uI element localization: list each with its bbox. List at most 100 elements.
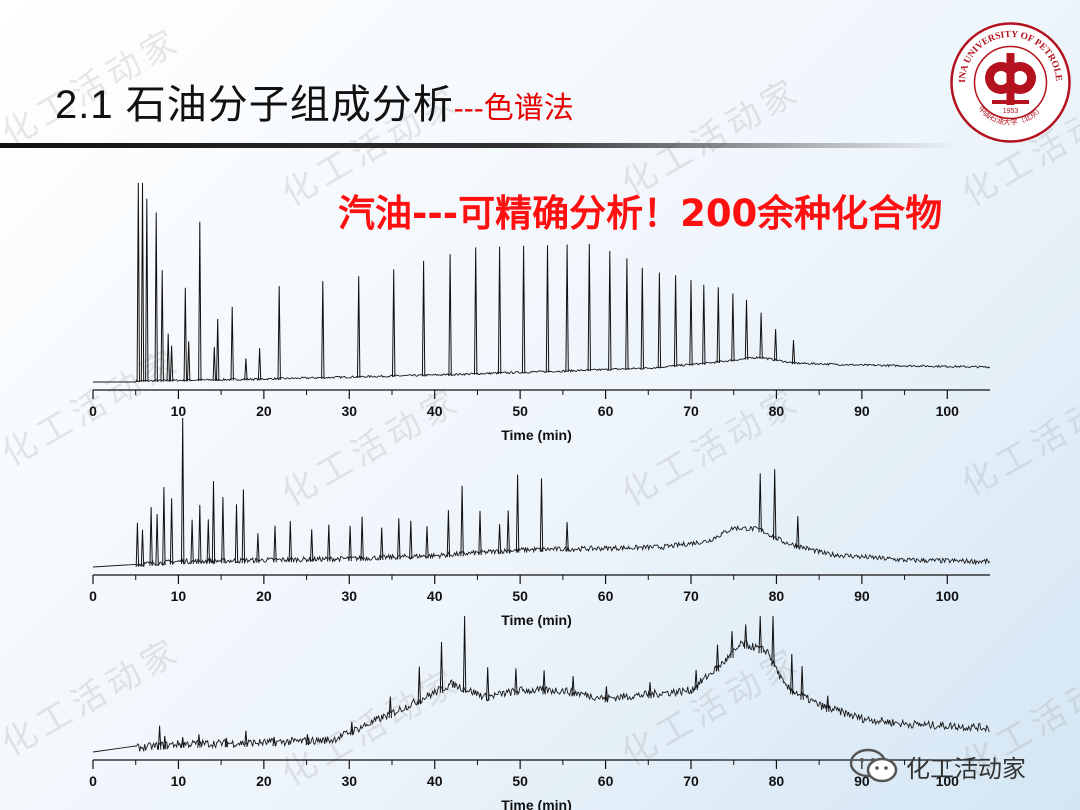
- x-tick-label: 10: [171, 588, 187, 604]
- x-axis-label: Time (min): [501, 612, 572, 628]
- chromatogram-peak: [565, 522, 569, 552]
- chromatogram-peak: [257, 348, 262, 381]
- university-logo: CHINA UNIVERSITY OF PETROLEUM 中国石油大学（北京）…: [948, 20, 1071, 143]
- chromatogram-peak: [198, 221, 202, 382]
- logo-emblem-icon: [985, 53, 1036, 105]
- x-axis-label: Time (min): [501, 427, 572, 443]
- chromatogram-trace: [93, 355, 991, 383]
- chromatogram-peak: [625, 258, 629, 370]
- chromatogram-peak: [571, 676, 575, 697]
- chromatogram-peak: [392, 269, 396, 378]
- chromatogram-peak: [198, 504, 202, 564]
- chromatogram-peak: [460, 485, 464, 557]
- chromatogram-peak: [388, 696, 392, 719]
- chromatogram-peak: [277, 286, 281, 380]
- wechat-label: 化工活动家: [906, 754, 1026, 783]
- chromatogram-peak: [657, 272, 662, 369]
- x-tick-label: 100: [936, 588, 960, 604]
- chromatogram-peak: [244, 730, 248, 747]
- chromatogram-peak: [604, 686, 609, 703]
- chromatogram-peak: [673, 275, 678, 367]
- chromatogram-peak: [744, 624, 748, 649]
- chromatogram-peak: [273, 525, 277, 563]
- x-tick-label: 90: [854, 403, 870, 419]
- chromatogram-peak: [149, 507, 153, 566]
- chromatogram-peak: [183, 287, 187, 382]
- chromatogram-peak: [417, 666, 421, 705]
- chromatogram-peak: [160, 270, 164, 382]
- chromatogram-peak: [397, 518, 401, 560]
- chromatogram-peak: [515, 474, 520, 553]
- chromatogram-peak: [545, 245, 550, 373]
- chromatogram-peak: [305, 734, 310, 745]
- chromatogram-peak: [166, 333, 170, 382]
- x-tick-label: 20: [256, 588, 272, 604]
- chromatogram-peak: [731, 293, 735, 362]
- chromatogram-peak: [800, 666, 804, 700]
- x-axis-label: Time (min): [501, 797, 572, 810]
- chromatogram-peak: [539, 478, 544, 552]
- slide-title-main: 2.1 石油分子组成分析: [55, 83, 454, 127]
- chromatogram-peak: [514, 668, 518, 696]
- x-tick-label: 50: [512, 773, 528, 789]
- chromatogram-peak: [648, 682, 652, 699]
- chromatogram-peak: [187, 341, 191, 382]
- x-tick-label: 10: [171, 403, 187, 419]
- chromatogram-peak: [162, 487, 166, 566]
- x-tick-label: 40: [427, 588, 443, 604]
- x-tick-label: 80: [769, 403, 785, 419]
- chromatogram-peak: [702, 284, 706, 365]
- chromatogram-peak: [542, 670, 546, 695]
- chromatogram-peak: [360, 516, 364, 561]
- chromatogram-peak: [136, 182, 140, 383]
- x-tick-label: 50: [512, 588, 528, 604]
- chromatogram-trace: [92, 640, 991, 753]
- x-tick-label: 20: [256, 773, 272, 789]
- chromatogram-peak: [272, 736, 276, 747]
- chromatogram-peak: [163, 735, 167, 750]
- chromatogram-peak: [446, 510, 451, 558]
- x-tick-label: 40: [427, 773, 443, 789]
- x-tick-label: 30: [341, 588, 357, 604]
- wechat-icon: [849, 748, 898, 783]
- wechat-badge: 化工活动家: [848, 746, 1026, 786]
- chromatogram-peak: [694, 669, 698, 691]
- chromatogram-peak: [197, 734, 201, 748]
- x-tick-label: 0: [89, 773, 97, 789]
- headline: 汽油---可精确分析！200余种化合物: [338, 192, 943, 235]
- chromatogram-peak: [497, 246, 502, 375]
- x-tick-label: 0: [89, 403, 97, 419]
- chromatogram-peak: [744, 299, 749, 360]
- chromatogram-peak: [716, 287, 720, 363]
- chromatogram-peak: [421, 260, 426, 377]
- x-tick-label: 20: [256, 403, 272, 419]
- chromatogram-peak: [565, 244, 569, 372]
- chromatogram-peak: [758, 615, 762, 654]
- chromatogram-peak: [224, 737, 228, 748]
- chromatogram-peak: [241, 489, 246, 563]
- chromatogram-peak: [497, 524, 502, 554]
- chromatogram-peak: [310, 529, 314, 562]
- x-tick-label: 70: [683, 403, 699, 419]
- x-tick-label: 80: [769, 588, 785, 604]
- chromatogram-panel-2: 0 10 20 30 40 50 60 70 80 90 100 Time (min): [89, 417, 991, 628]
- chromatogram-peak: [216, 318, 220, 381]
- chromatogram-peak: [773, 469, 777, 540]
- chromatogram-peak: [773, 329, 778, 362]
- chromatogram-peak: [145, 198, 149, 382]
- chromatogram-peak: [321, 281, 325, 379]
- chromatogram-peak: [826, 695, 830, 712]
- chromatogram-peak: [234, 504, 239, 564]
- chromatogram-peak: [244, 358, 248, 381]
- chromatogram-peak: [486, 667, 490, 701]
- x-tick-label: 90: [854, 588, 870, 604]
- x-tick-label: 40: [427, 403, 443, 419]
- chromatogram-peak: [181, 737, 185, 748]
- chromatogram-peak: [462, 615, 467, 693]
- chromatogram-peak: [587, 243, 591, 372]
- chromatogram-panel-1: 0 10 20 30 40 50 60 70 80 90 100 Time (min): [89, 182, 991, 443]
- chromatogram-peak: [439, 641, 444, 693]
- x-tick-label: 70: [683, 588, 699, 604]
